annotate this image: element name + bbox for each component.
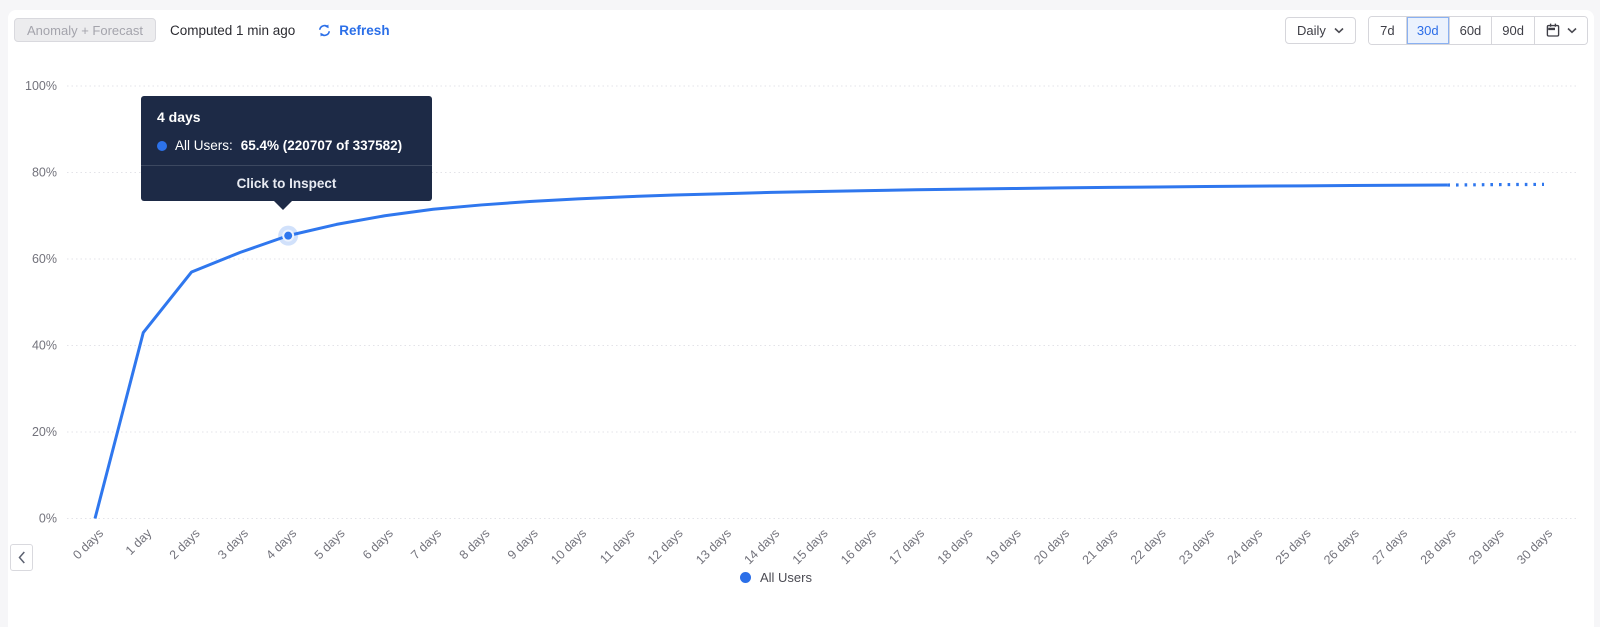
- tooltip-series-label: All Users:: [175, 138, 233, 153]
- legend-item-all-users[interactable]: All Users: [739, 570, 812, 585]
- date-range-segmented-control: 7d 30d 60d 90d: [1367, 15, 1588, 45]
- series-color-dot: [157, 140, 167, 151]
- legend-color-dot: [739, 572, 751, 583]
- tooltip-caret: [274, 201, 292, 210]
- chart-tooltip: 4 days All Users: 65.4% (220707 of 33758…: [141, 96, 432, 210]
- chevron-down-icon: [1334, 27, 1344, 34]
- range-button-7d[interactable]: 7d: [1368, 16, 1406, 44]
- anomaly-forecast-button[interactable]: Anomaly + Forecast: [14, 18, 156, 42]
- calendar-range-button[interactable]: [1534, 16, 1587, 44]
- chart-toolbar: Anomaly + Forecast Computed 1 min ago Re…: [0, 0, 1600, 48]
- refresh-label: Refresh: [339, 22, 390, 38]
- range-button-60d[interactable]: 60d: [1448, 16, 1492, 44]
- refresh-icon: [317, 23, 332, 38]
- chevron-left-icon: [18, 551, 26, 564]
- refresh-button[interactable]: Refresh: [317, 22, 390, 38]
- range-button-30d[interactable]: 30d: [1405, 16, 1449, 44]
- computed-timestamp: Computed 1 min ago: [169, 22, 296, 38]
- interval-selected-value: Daily: [1296, 22, 1326, 38]
- tooltip-title: 4 days: [157, 109, 201, 125]
- calendar-icon: [1545, 22, 1561, 38]
- legend-label: All Users: [759, 570, 812, 585]
- tooltip-value: 65.4% (220707 of 337582): [240, 138, 403, 153]
- chevron-down-icon: [1567, 27, 1577, 34]
- click-to-inspect-action[interactable]: Click to Inspect: [141, 165, 432, 201]
- chart-legend: All Users: [0, 570, 1576, 585]
- range-button-90d[interactable]: 90d: [1491, 16, 1534, 44]
- interval-dropdown[interactable]: Daily: [1284, 16, 1356, 44]
- collapse-panel-button[interactable]: [10, 544, 33, 571]
